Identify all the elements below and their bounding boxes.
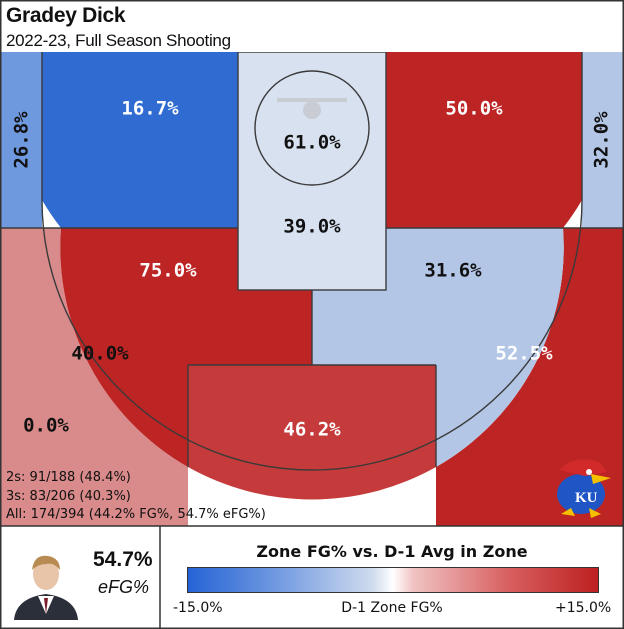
stat-threes: 3s: 83/206 (40.3%) <box>6 489 131 504</box>
zone-label-right-elbow-mid: 31.6% <box>424 260 482 282</box>
color-scale-bar <box>187 567 599 593</box>
stat-all: All: 174/394 (44.2% FG%, 54.7% eFG%) <box>6 507 266 522</box>
zone-label-right-wing-three: 52.5% <box>495 343 553 365</box>
legend-axis-label: D-1 Zone FG% <box>341 600 443 616</box>
legend-title: Zone FG% vs. D-1 Avg in Zone <box>256 542 528 561</box>
zone-label-left-short-baseline: 16.7% <box>121 98 179 120</box>
zone-label-top-mid: 46.2% <box>283 419 341 441</box>
zone-label-left-wing-three: 40.0% <box>71 343 129 365</box>
zone-right-corner-three <box>582 52 623 228</box>
zone-left-corner-three <box>1 52 42 228</box>
zone-top-mid <box>188 365 436 500</box>
efg-label: eFG% <box>98 577 150 597</box>
zone-label-right-short-baseline: 50.0% <box>445 98 503 120</box>
legend-max-label: +15.0% <box>555 600 612 616</box>
zone-left-elbow-mid <box>60 228 313 467</box>
logo-lettering: KU <box>575 490 598 506</box>
chart-title: Gradey Dick <box>6 4 126 27</box>
zone-label-restricted-area: 61.0% <box>283 132 341 154</box>
stat-twos: 2s: 91/188 (48.4%) <box>6 470 131 485</box>
zone-left-short-baseline <box>42 52 238 228</box>
zone-left-wing-three <box>1 228 188 526</box>
zone-label-left-elbow-mid: 75.0% <box>139 260 197 282</box>
legend-min-label: -15.0% <box>173 600 223 616</box>
zone-label-paint: 39.0% <box>283 216 341 238</box>
zone-label-left-corner-three: 26.8% <box>11 111 33 169</box>
zone-right-short-baseline <box>386 52 582 228</box>
zone-right-elbow-mid <box>312 228 564 467</box>
efg-value: 54.7% <box>93 548 153 571</box>
basket-icon <box>277 98 347 119</box>
zone-label-right-corner-three: 32.0% <box>591 111 613 169</box>
player-headshot <box>8 548 84 620</box>
zone-right-wing-three <box>436 228 623 526</box>
zone-label-backcourt: 0.0% <box>23 415 69 437</box>
jayhawk-logo: KU <box>557 459 611 518</box>
chart-subtitle: 2022-23, Full Season Shooting <box>6 31 231 50</box>
